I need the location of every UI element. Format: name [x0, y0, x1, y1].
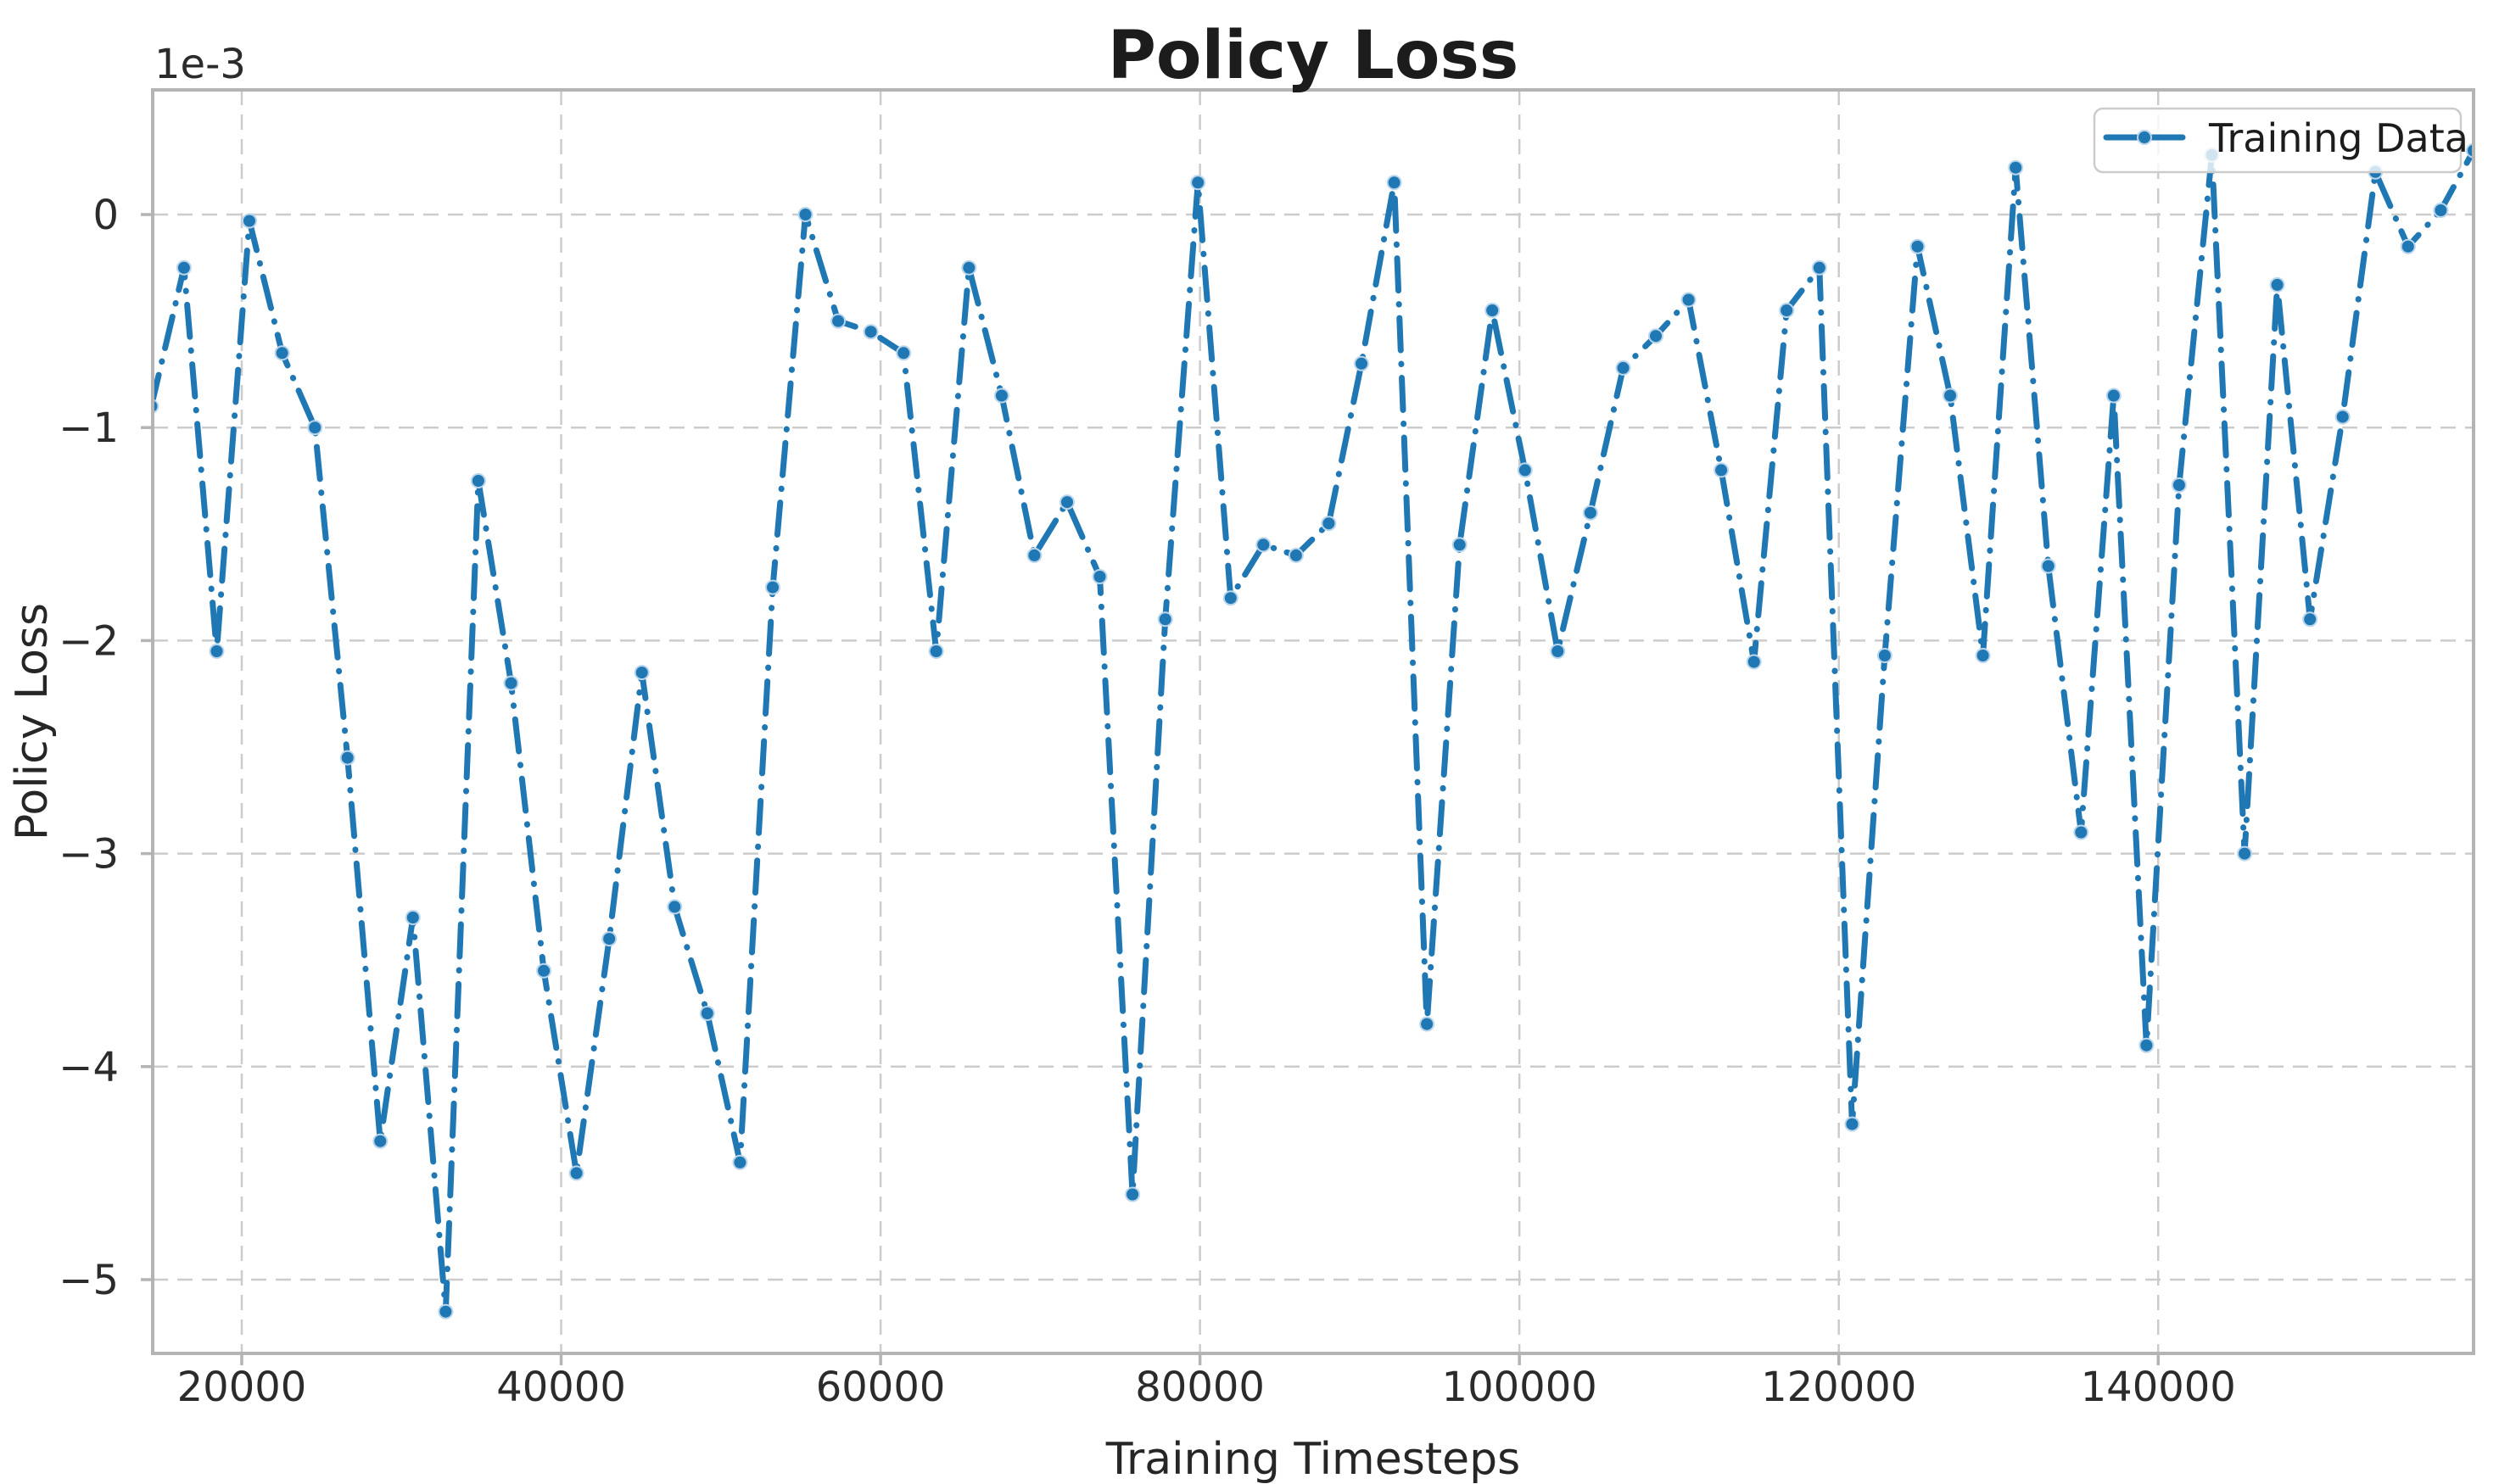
y-tick-label: −3 [59, 831, 119, 879]
plot-border [151, 88, 2475, 1355]
data-point-marker [830, 313, 847, 329]
data-point-marker [1517, 462, 1533, 478]
data-point-marker [863, 324, 879, 340]
x-tick-label: 140000 [2081, 1364, 2236, 1411]
data-point-marker [1975, 648, 1991, 663]
x-axis-label: Training Timesteps [1105, 1434, 1521, 1484]
data-point-marker [470, 473, 486, 488]
data-point-marker [176, 259, 192, 276]
data-point-marker [1876, 648, 1892, 663]
data-point-marker [765, 579, 780, 595]
x-tick-label: 100000 [1442, 1364, 1597, 1411]
data-point-marker [209, 644, 225, 659]
data-point-marker [2302, 611, 2318, 628]
training-data-series [153, 142, 2474, 1319]
data-point-marker [568, 1165, 584, 1181]
data-point-marker [242, 213, 257, 229]
y-tick-label: −5 [59, 1257, 119, 1304]
y-tick-labels: 0 −1 −2 −3 −4 −5 [59, 192, 119, 1304]
y-tick-label: −2 [59, 617, 119, 665]
data-point-marker [2040, 558, 2056, 574]
legend-entry-label: Training Data [2208, 115, 2468, 161]
x-tick-label: 60000 [816, 1364, 946, 1411]
data-point-marker [2008, 159, 2024, 176]
data-point-marker [1811, 259, 1827, 276]
data-point-marker [274, 345, 290, 361]
data-point-marker [2073, 824, 2089, 840]
data-point-marker [1419, 1016, 1435, 1032]
data-point-marker [634, 665, 650, 681]
data-point-marker [1125, 1186, 1141, 1202]
data-point-marker [601, 931, 618, 947]
data-point-marker [993, 388, 1009, 404]
data-point-marker [1582, 505, 1598, 521]
y-axis-offset-text: 1e-3 [154, 41, 246, 88]
data-point-marker [2105, 388, 2122, 404]
data-point-marker [1386, 175, 1402, 191]
axis-ticks [141, 213, 2160, 1365]
data-point-marker [2171, 477, 2187, 493]
data-point-marker [1354, 355, 1369, 371]
data-point-marker [1026, 547, 1043, 563]
data-point-marker [1190, 175, 1206, 191]
data-point-marker [699, 1006, 715, 1021]
legend-box [2093, 107, 2463, 174]
data-point-marker [1909, 238, 1926, 254]
data-point-marker [1615, 360, 1631, 376]
data-point-marker [1714, 462, 1730, 478]
data-point-marker [1779, 303, 1795, 318]
legend: Training Data [2093, 107, 2468, 174]
x-tick-label: 20000 [177, 1364, 307, 1411]
data-point-marker [2433, 203, 2449, 218]
data-point-marker [1092, 569, 1108, 584]
data-point-marker [1550, 644, 1566, 659]
data-point-marker [1844, 1116, 1860, 1132]
data-point-marker [1157, 611, 1173, 628]
data-point-marker [2237, 845, 2253, 862]
data-point-marker [732, 1154, 748, 1170]
x-tick-labels: 20000 40000 60000 80000 100000 120000 140000 [177, 1364, 2236, 1411]
data-point-marker [1680, 292, 1697, 308]
x-tick-label: 80000 [1135, 1364, 1265, 1411]
data-point-marker [928, 644, 944, 659]
data-point-marker [372, 1133, 389, 1149]
legend-marker-icon [2137, 130, 2152, 145]
data-point-marker [1746, 654, 1762, 670]
y-axis-label: Policy Loss [7, 603, 58, 840]
data-point-marker [339, 750, 355, 766]
data-point-marker [1059, 494, 1075, 510]
data-point-marker [1648, 328, 1663, 344]
data-point-marker [667, 899, 683, 915]
y-tick-label: 0 [92, 192, 119, 239]
data-point-marker [2269, 276, 2285, 293]
y-tick-label: −4 [59, 1044, 119, 1091]
data-point-marker [2334, 409, 2351, 425]
data-point-marker [1321, 516, 1337, 532]
x-tick-label: 40000 [496, 1364, 626, 1411]
data-point-marker [405, 910, 421, 925]
gridlines [153, 90, 2474, 1353]
data-point-marker [1255, 537, 1272, 553]
x-tick-label: 120000 [1761, 1364, 1916, 1411]
data-point-marker [1222, 590, 1238, 606]
data-point-marker [1451, 537, 1468, 553]
data-point-marker [503, 675, 519, 691]
data-point-marker [2138, 1037, 2155, 1053]
data-point-marker [961, 259, 977, 276]
y-tick-label: −1 [59, 404, 119, 452]
data-point-marker [2400, 238, 2416, 254]
data-point-marker [536, 962, 552, 979]
data-point-marker [307, 420, 323, 436]
data-point-marker [896, 345, 912, 361]
chart-title: Policy Loss [1108, 18, 1519, 94]
data-point-marker [797, 207, 813, 222]
data-point-marker [1943, 388, 1958, 404]
training-data-line [153, 148, 2474, 1315]
data-point-marker [1484, 303, 1501, 318]
data-point-marker [438, 1303, 454, 1319]
data-point-marker [1288, 547, 1304, 563]
